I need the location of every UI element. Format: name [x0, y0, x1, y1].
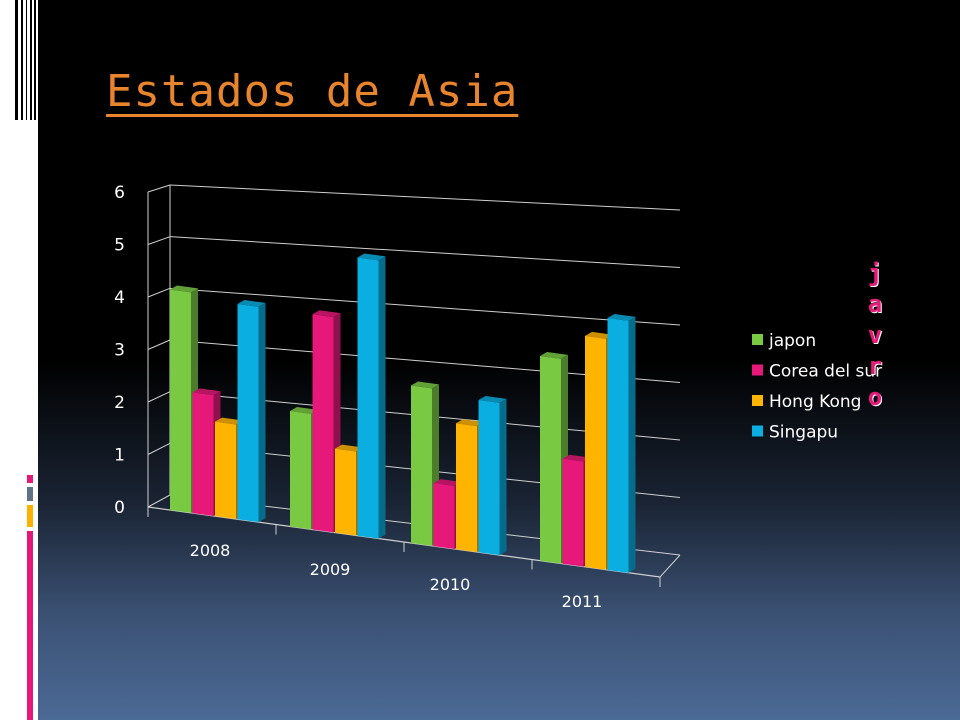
bar-top — [562, 454, 591, 462]
x-tick-label: 2009 — [310, 560, 351, 579]
accent-orange — [27, 505, 33, 527]
bar-top — [456, 419, 484, 427]
x-tick-label: 2010 — [430, 575, 471, 594]
accent-pink-small — [27, 475, 33, 483]
vertical-letter: o — [867, 383, 883, 411]
bar-front — [215, 421, 236, 520]
bar-side — [378, 256, 386, 539]
bar-front — [607, 317, 629, 573]
vertical-letter: v — [867, 321, 883, 349]
vertical-letter: j — [867, 259, 883, 287]
bar-top — [411, 381, 439, 389]
legend-label: Singapu — [769, 423, 838, 443]
gridline-side — [147, 442, 171, 455]
bar — [478, 396, 507, 556]
gridline — [169, 184, 681, 211]
bar-top — [357, 253, 386, 261]
chart-legend: japon Corea del sur Hong Kong Singapu — [752, 331, 882, 443]
bar-top — [478, 396, 507, 403]
gridline-side — [147, 184, 171, 193]
bar-top — [215, 417, 243, 425]
bar-front — [411, 385, 432, 546]
legend-swatch — [752, 395, 763, 406]
bar-top — [607, 313, 636, 321]
bar-side — [628, 316, 636, 573]
bar-front — [192, 392, 214, 516]
y-tick-label: 1 — [114, 446, 125, 466]
bar-top — [585, 331, 613, 339]
decorative-stripes — [15, 0, 36, 120]
accent-gray — [27, 487, 33, 501]
x-axis-side — [659, 554, 681, 578]
bar — [607, 313, 636, 573]
chart-bars — [170, 253, 636, 573]
gridline-side — [147, 236, 171, 245]
bar-top — [540, 351, 568, 359]
bar-front — [237, 304, 259, 523]
x-tick-label: 2011 — [562, 592, 603, 611]
slide-title: Estados de Asia — [106, 66, 519, 117]
legend-swatch — [752, 425, 763, 437]
bar — [237, 300, 266, 523]
y-tick-label: 0 — [114, 498, 125, 518]
vertical-word: j a v r o — [863, 258, 887, 413]
bar-front — [456, 423, 477, 553]
bar-top — [237, 300, 266, 307]
legend-swatch — [752, 334, 763, 345]
bar-front — [335, 448, 356, 536]
y-tick-label: 5 — [114, 236, 125, 256]
vertical-letter: a — [867, 290, 883, 318]
accent-pink-long — [27, 531, 33, 720]
gridline-side — [147, 339, 171, 350]
bar-top — [170, 285, 198, 293]
bar-front — [290, 410, 311, 530]
bar-front — [540, 355, 561, 564]
gridline — [169, 287, 681, 326]
bar-top — [290, 406, 318, 414]
bar-front — [562, 458, 584, 567]
legend-swatch — [752, 364, 763, 376]
bar-side — [499, 398, 507, 556]
gridline — [169, 236, 681, 268]
bar-side — [258, 302, 266, 523]
bar-top — [335, 444, 363, 452]
vertical-letter: r — [867, 352, 883, 380]
bar-front — [585, 335, 606, 570]
x-tick-label: 2008 — [190, 541, 231, 560]
bar-front — [433, 483, 455, 549]
bar-front — [170, 289, 191, 513]
bar-front — [312, 314, 334, 533]
y-tick-label: 3 — [114, 341, 125, 361]
y-tick-label: 4 — [114, 288, 125, 308]
bar-front — [478, 400, 500, 556]
bar-top — [312, 310, 341, 318]
legend-label: Corea del sur — [769, 362, 882, 382]
bar — [357, 253, 386, 539]
gridline-side — [147, 494, 171, 508]
gridline-side — [147, 391, 171, 403]
gridline-side — [147, 287, 171, 298]
bar-top — [192, 388, 221, 396]
legend-label: Hong Kong — [769, 392, 861, 412]
bar-top — [433, 479, 462, 486]
legend-label: japon — [768, 331, 816, 351]
y-tick-label: 6 — [114, 183, 125, 203]
bar-front — [357, 257, 379, 539]
y-tick-label: 2 — [114, 393, 125, 413]
